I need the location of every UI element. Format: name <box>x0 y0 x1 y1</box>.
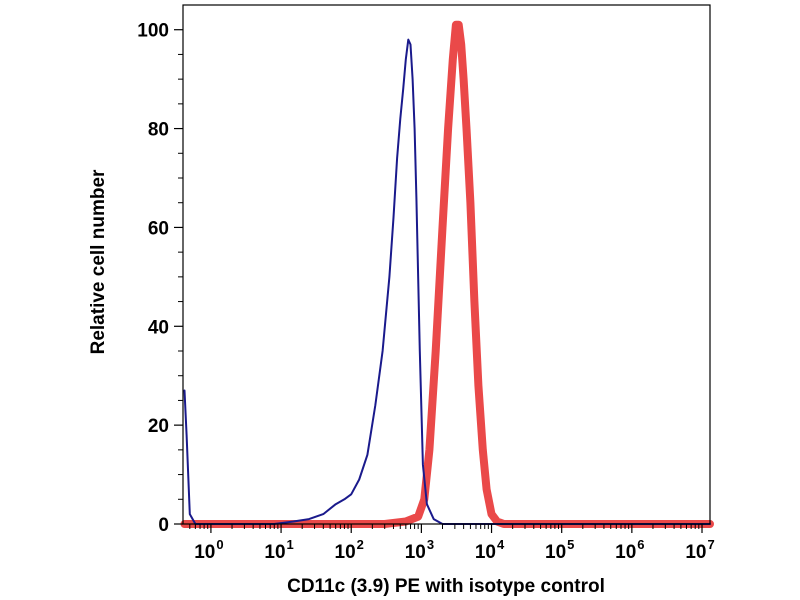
x-tick-exponent: 5 <box>567 537 574 552</box>
x-tick-exponent: 1 <box>287 537 294 552</box>
x-axis-title: CD11c (3.9) PE with isotype control <box>287 576 605 597</box>
x-tick-label: 101 <box>264 537 293 563</box>
y-tick-label: 80 <box>148 120 169 141</box>
y-tick-label: 60 <box>148 218 169 239</box>
x-tick-base: 10 <box>335 542 356 563</box>
x-tick-exponent: 4 <box>497 537 505 552</box>
x-tick-base: 10 <box>685 542 706 563</box>
y-tick-label: 100 <box>137 21 169 42</box>
x-tick-label: 104 <box>475 537 505 563</box>
x-tick-exponent: 3 <box>427 537 434 552</box>
y-axis-title: Relative cell number <box>88 169 109 354</box>
plot-frame <box>182 4 711 525</box>
x-tick-base: 10 <box>475 542 496 563</box>
x-tick-base: 10 <box>405 542 426 563</box>
y-tick-label: 20 <box>148 416 169 437</box>
x-tick-label: 102 <box>335 537 364 563</box>
x-tick-exponent: 7 <box>707 537 714 552</box>
y-tick-label: 0 <box>158 515 169 536</box>
x-tick-exponent: 0 <box>216 537 223 552</box>
x-tick-label: 106 <box>615 537 644 563</box>
x-tick-base: 10 <box>615 542 636 563</box>
x-tick-label: 103 <box>405 537 434 563</box>
series-line-2 <box>180 20 714 528</box>
x-tick-label: 100 <box>194 537 223 563</box>
x-tick-exponent: 6 <box>637 537 644 552</box>
x-tick-label: 105 <box>545 537 574 563</box>
y-tick-label: 40 <box>148 317 169 338</box>
x-tick-exponent: 2 <box>357 537 364 552</box>
x-tick-base: 10 <box>545 542 566 563</box>
x-tick-base: 10 <box>194 542 215 563</box>
x-tick-label: 107 <box>685 537 714 563</box>
x-tick-base: 10 <box>264 542 285 563</box>
